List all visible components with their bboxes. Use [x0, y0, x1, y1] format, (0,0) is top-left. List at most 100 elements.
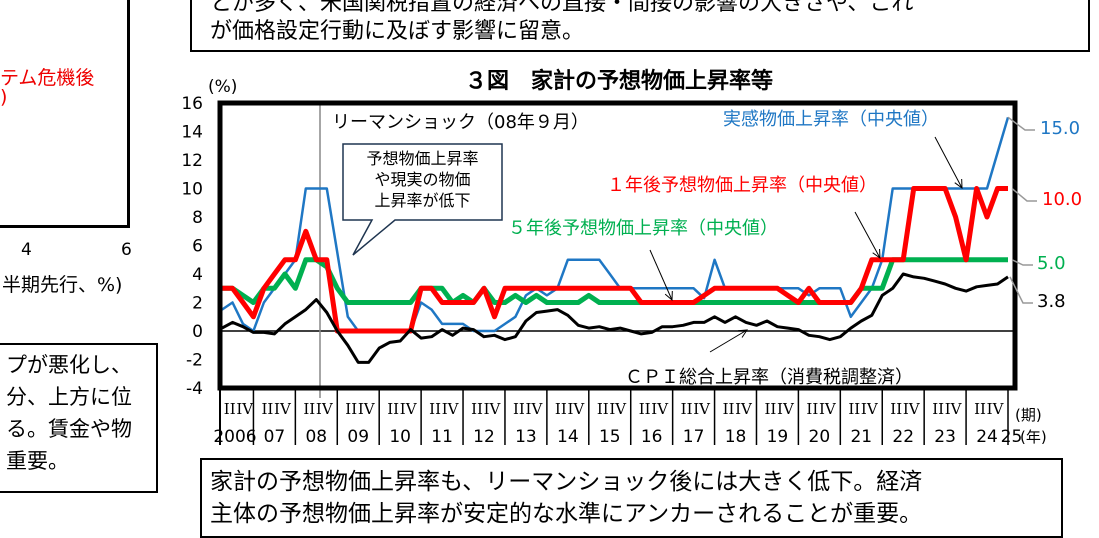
callout-line: や現実の物価 — [374, 170, 471, 189]
y-axis-unit: (%) — [208, 77, 238, 97]
year-label: 16 — [641, 427, 663, 447]
y-tick-label: 2 — [192, 294, 203, 314]
quarter-label: II — [224, 400, 236, 418]
year-label: 14 — [557, 427, 579, 447]
series-line-0 — [221, 116, 1010, 333]
quarter-label: IV — [609, 400, 627, 418]
callout-text: 予想物価上昇率 や現実の物価 上昇率が低下 — [345, 148, 500, 211]
chart-title: ３図 家計の予想物価上昇率等 — [465, 69, 774, 94]
quarter-label: IV — [484, 400, 502, 418]
quarter-label: IV — [316, 400, 334, 418]
quarter-label: IV — [526, 400, 544, 418]
quarter-label: IV — [236, 400, 254, 418]
quarter-label: II — [890, 400, 902, 418]
top-text-box: とが多く、米国関税措置の経済への直接・間接の影響の大きさや、これ が価格設定行動… — [190, 0, 1090, 52]
quarter-label: IV — [819, 400, 837, 418]
plot-frame — [217, 100, 1018, 391]
quarter-label: IV — [903, 400, 921, 418]
top-text-line: とが多く、米国関税措置の経済への直接・間接の影響の大きさや、これ — [210, 0, 914, 16]
end-label-leader-0 — [1007, 116, 1035, 131]
y-tick-label: 6 — [192, 237, 203, 257]
quarter-label: IV — [358, 400, 376, 418]
label-arrow-3 — [709, 329, 748, 353]
quarter-label: IV — [987, 400, 1005, 418]
quarter-label: II — [681, 400, 693, 418]
year-label: 25 — [1001, 427, 1023, 447]
left-text-box: プが悪化し、 分、上方に位 る。賃金や物 重要。 — [0, 343, 158, 493]
left-x-tick-4: 4 — [21, 240, 32, 260]
quarter-label: IV — [945, 400, 963, 418]
quarter-label: IV — [400, 400, 418, 418]
label-arrow-0 — [934, 136, 963, 189]
quarter-label: II — [429, 400, 441, 418]
quarter-label: II — [848, 400, 860, 418]
year-label: 09 — [347, 427, 369, 447]
end-label-actual: 15.0 — [1040, 118, 1081, 139]
year-label: 15 — [599, 427, 621, 447]
series-line-3 — [221, 272, 1009, 364]
arrowhead-icon — [954, 178, 963, 190]
y-tick-label: 16 — [181, 94, 203, 114]
end-label-1yr: 10.0 — [1042, 189, 1083, 210]
series-line-2 — [222, 257, 1008, 305]
label-arrow-2 — [649, 249, 673, 301]
year-label: 19 — [767, 427, 789, 447]
quarter-label: II — [303, 400, 315, 418]
quarter-label: IV — [861, 400, 879, 418]
left-text-line: 分、上方に位 — [6, 385, 132, 409]
label-arrow-1 — [854, 211, 881, 259]
left-chart-frame — [0, 0, 130, 228]
left-red-label-1: テム危機後 — [0, 67, 95, 89]
left-text-line: プが悪化し、 — [6, 353, 132, 377]
left-x-tick-6: 6 — [121, 240, 132, 260]
year-label: 12 — [473, 427, 495, 447]
quarter-label: II — [261, 400, 273, 418]
quarter-label: II — [723, 400, 735, 418]
end-label-leader-1 — [1011, 187, 1037, 202]
quarter-label: IV — [735, 400, 753, 418]
quarter-label: IV — [777, 400, 795, 418]
top-text-line: が価格設定行動に及ぼす影響に留意。 — [210, 19, 585, 44]
y-tick-label: 4 — [192, 265, 203, 285]
quarter-label: II — [387, 400, 399, 418]
quarter-label: II — [639, 400, 651, 418]
year-label: 2006 — [213, 427, 256, 447]
callout-line: 予想物価上昇率 — [366, 149, 479, 168]
y-tick-label: 14 — [181, 123, 203, 143]
quarter-label: II — [765, 400, 777, 418]
y-tick-label: 8 — [192, 208, 203, 228]
quarter-label: II — [974, 400, 986, 418]
quarter-label: IV — [693, 400, 711, 418]
quarter-label: II — [932, 400, 944, 418]
y-tick-label: -2 — [186, 351, 203, 371]
quarter-label: II — [345, 400, 357, 418]
quarter-label: IV — [651, 400, 669, 418]
year-label: 18 — [725, 427, 747, 447]
end-label-leader-2 — [1011, 259, 1033, 266]
quarter-label: II — [597, 400, 609, 418]
quarter-label: IV — [442, 400, 460, 418]
year-label: 08 — [305, 427, 327, 447]
year-label: 23 — [934, 427, 956, 447]
series-label-cpi: ＣＰＩ総合上昇率（消費税調整済） — [625, 367, 913, 388]
lehman-label: リーマンショック（08年９月） — [332, 112, 589, 133]
series-label-1yr: １年後予想物価上昇率（中央値） — [607, 175, 877, 196]
x-period-unit: (期) — [1015, 406, 1042, 424]
year-label: 07 — [264, 427, 286, 447]
quarter-label: II — [555, 400, 567, 418]
year-label: 17 — [683, 427, 705, 447]
end-label-leader-3 — [1009, 276, 1033, 304]
year-label: 13 — [515, 427, 537, 447]
arrowhead-icon — [664, 290, 673, 302]
series-label-actual: 実感物価上昇率（中央値） — [723, 109, 939, 130]
series-label-5yr: ５年後予想物価上昇率（中央値） — [508, 218, 778, 239]
end-label-cpi: 3.8 — [1037, 291, 1066, 312]
x-year-unit: (年) — [1020, 428, 1047, 446]
bottom-text-line: 家計の予想物価上昇率も、リーマンショック後には大きく低下。経済 — [210, 469, 923, 495]
y-tick-label: 0 — [192, 322, 203, 342]
y-tick-label: -4 — [186, 379, 203, 399]
y-tick-label: 10 — [181, 180, 203, 200]
arrowhead-icon — [737, 329, 748, 338]
bottom-text-box: 家計の予想物価上昇率も、リーマンショック後には大きく低下。経済 主体の予想物価上… — [200, 458, 1063, 538]
